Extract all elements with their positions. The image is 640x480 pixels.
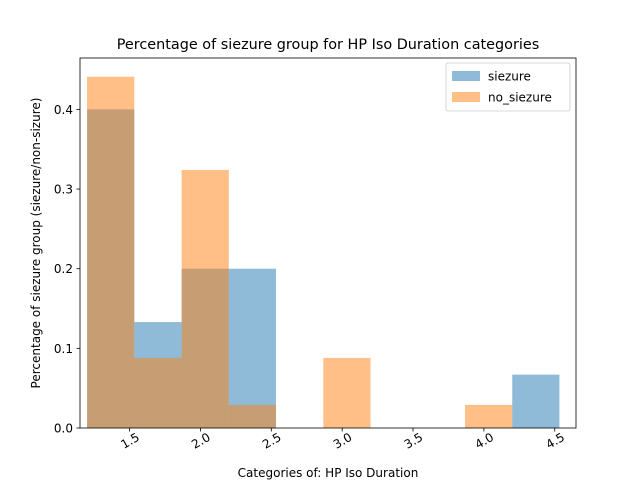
bar-no_siezure-3 xyxy=(228,404,276,428)
bar-siezure-3 xyxy=(228,268,276,428)
y-axis-ticks: 0.0 0.1 0.2 0.3 0.4 xyxy=(54,103,80,436)
y-tick-label: 0.2 xyxy=(54,262,73,276)
y-axis-label: Percentage of siezure group (siezure/non… xyxy=(29,98,43,389)
x-axis-label: Categories of: HP Iso Duration xyxy=(238,466,419,480)
bars-group xyxy=(87,76,560,429)
y-tick-label: 0.3 xyxy=(54,183,73,197)
bar-siezure-9 xyxy=(512,374,560,428)
legend: siezure no_siezure xyxy=(445,62,571,112)
bar-no_siezure-8 xyxy=(465,404,513,428)
bar-no_siezure-0 xyxy=(87,76,135,428)
legend-swatch-siezure xyxy=(452,71,480,81)
y-tick-label: 0.1 xyxy=(54,342,73,356)
y-tick-label: 0.4 xyxy=(54,103,73,117)
chart-title: Percentage of siezure group for HP Iso D… xyxy=(117,37,539,53)
legend-swatch-no_siezure xyxy=(452,92,480,102)
bar-no_siezure-1 xyxy=(134,357,182,428)
bar-no_siezure-5 xyxy=(323,357,371,428)
axes-frame xyxy=(79,57,577,429)
y-tick-label: 0.0 xyxy=(54,422,73,436)
legend-label-siezure: siezure xyxy=(488,70,531,84)
legend-label-no_siezure: no_siezure xyxy=(488,91,552,105)
bar-no_siezure-2 xyxy=(181,169,229,428)
